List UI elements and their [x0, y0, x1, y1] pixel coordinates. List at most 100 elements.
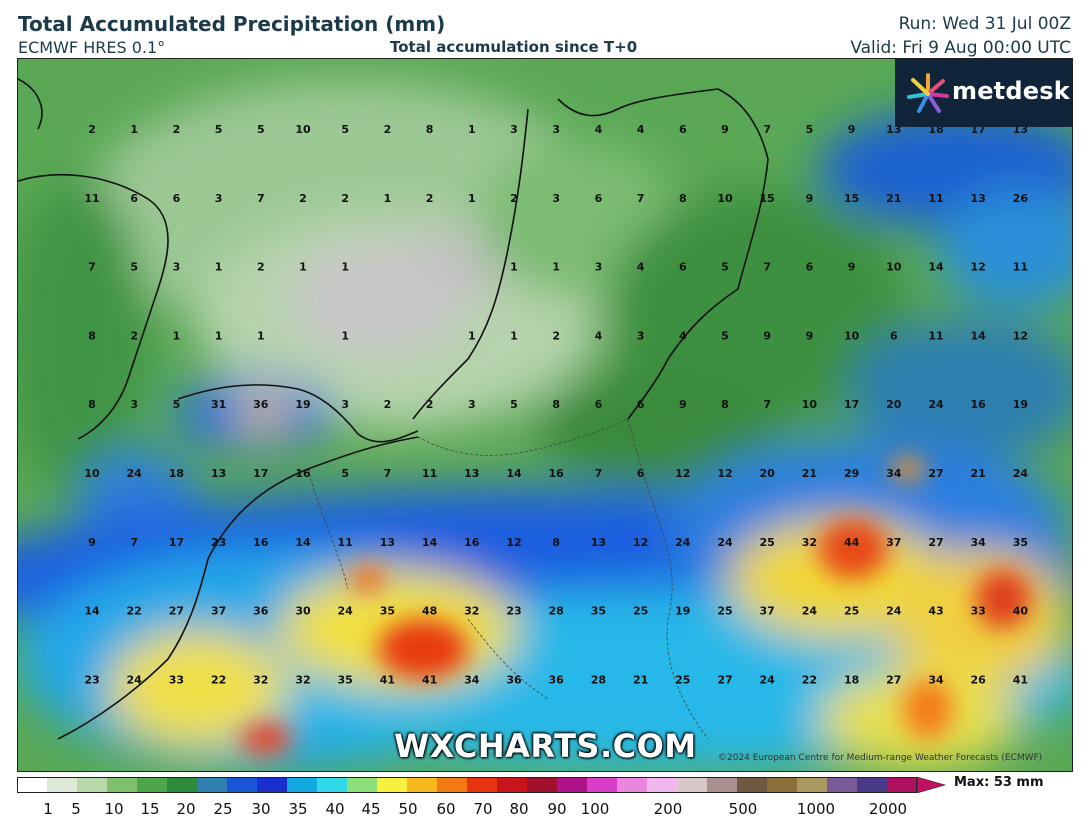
color-scale-segment [77, 777, 108, 793]
grid-value: 7 [763, 398, 771, 411]
grid-value: 15 [844, 192, 859, 205]
grid-value: 41 [422, 673, 437, 686]
grid-value: 37 [760, 605, 775, 618]
grid-value: 24 [802, 605, 818, 618]
color-scale-tick: 60 [436, 800, 456, 818]
grid-value: 5 [341, 123, 349, 136]
color-scale-extend-arrow [916, 777, 947, 793]
grid-value: 3 [552, 192, 560, 205]
grid-value: 19 [295, 398, 310, 411]
precipitation-map[interactable]: 2 1 2 5 5 10 5 2 8 1 3 3 4 4 6 9 7 5 9 13 18 17 13 11 6 6 3 7 2 2 1 2 1 2… [17, 58, 1073, 772]
logo-text: metdesk [952, 77, 1070, 105]
color-scale-segment [467, 777, 498, 793]
grid-value: 1 [130, 123, 138, 136]
grid-value: 4 [595, 123, 603, 136]
color-scale-segment [197, 777, 228, 793]
grid-value: 10 [886, 261, 902, 274]
grid-value: 12 [971, 261, 986, 274]
grid-value: 6 [679, 123, 687, 136]
grid-value: 9 [806, 329, 814, 342]
grid-value: 24 [338, 605, 354, 618]
grid-value: 5 [806, 123, 814, 136]
color-scale-tick: 5 [71, 800, 81, 818]
grid-value: 11 [1013, 261, 1028, 274]
grid-value: 34 [928, 673, 944, 686]
grid-value: 5 [510, 398, 518, 411]
grid-value: 2 [88, 123, 96, 136]
wxcharts-watermark: WXCHARTS.COM [394, 727, 697, 765]
grid-value: 2 [299, 192, 307, 205]
borders [307, 418, 709, 740]
grid-value: 1 [215, 261, 223, 274]
grid-value: 14 [506, 467, 522, 480]
grid-value: 3 [637, 329, 645, 342]
grid-value: 44 [844, 536, 860, 549]
grid-value: 5 [721, 261, 729, 274]
grid-value: 17 [253, 467, 268, 480]
grid-value: 9 [806, 192, 814, 205]
grid-value: 36 [549, 673, 565, 686]
grid-value: 24 [1013, 467, 1029, 480]
grid-value: 23 [211, 536, 226, 549]
color-scale-segment [347, 777, 378, 793]
grid-value: 32 [253, 673, 268, 686]
grid-value: 9 [763, 329, 771, 342]
grid-value: 28 [549, 605, 564, 618]
color-scale-segment [17, 777, 48, 793]
color-scale-segment [497, 777, 528, 793]
color-scale-segment [137, 777, 168, 793]
grid-value: 29 [844, 467, 859, 480]
grid-value: 5 [215, 123, 223, 136]
grid-value: 6 [806, 261, 814, 274]
grid-value: 5 [341, 467, 349, 480]
color-scale-segment [797, 777, 828, 793]
valid-time: Valid: Fri 9 Aug 00:00 UTC [850, 38, 1071, 58]
color-scale-segment [317, 777, 348, 793]
grid-value: 14 [928, 261, 944, 274]
grid-value: 32 [295, 673, 310, 686]
color-scale-segment [737, 777, 768, 793]
color-scale-tick: 25 [213, 800, 233, 818]
color-scale-segment [47, 777, 78, 793]
grid-value: 2 [384, 123, 392, 136]
grid-value: 36 [253, 398, 269, 411]
grid-value: 3 [215, 192, 223, 205]
model-label: ECMWF HRES 0.1° [18, 38, 166, 57]
grid-value: 5 [721, 329, 729, 342]
grid-value: 11 [928, 192, 943, 205]
grid-value: 27 [928, 467, 943, 480]
grid-value: 13 [464, 467, 479, 480]
grid-value: 13 [211, 467, 226, 480]
grid-value: 22 [127, 605, 142, 618]
grid-value: 7 [257, 192, 265, 205]
color-scale-segment [227, 777, 258, 793]
grid-value: 20 [886, 398, 902, 411]
color-scale-tick: 10 [104, 800, 124, 818]
grid-value: 8 [88, 398, 96, 411]
grid-value: 23 [506, 605, 521, 618]
grid-value: 25 [760, 536, 775, 549]
grid-value: 7 [763, 261, 771, 274]
grid-value: 19 [1013, 398, 1028, 411]
color-scale-tick: 15 [140, 800, 160, 818]
grid-value: 6 [595, 192, 603, 205]
grid-value: 23 [84, 673, 99, 686]
color-scale-segment [287, 777, 318, 793]
grid-value: 17 [844, 398, 859, 411]
grid-value: 15 [760, 192, 775, 205]
grid-value: 36 [506, 673, 522, 686]
grid-value: 4 [637, 261, 645, 274]
color-scale-tick: 20 [176, 800, 196, 818]
grid-value: 35 [1013, 536, 1028, 549]
grid-value: 2 [257, 261, 265, 274]
grid-value: 36 [253, 605, 269, 618]
grid-value: 16 [464, 536, 480, 549]
color-scale-tick: 200 [653, 800, 683, 818]
grid-value: 2 [552, 329, 560, 342]
color-scale-tick: 50 [398, 800, 418, 818]
grid-value: 14 [971, 329, 987, 342]
grid-value: 21 [802, 467, 817, 480]
color-scale-ticks: 1 5 10 15 20 25 30 35 40 45 50 60 70 80 90 100 200 500 100… [17, 800, 947, 820]
grid-value: 21 [971, 467, 986, 480]
